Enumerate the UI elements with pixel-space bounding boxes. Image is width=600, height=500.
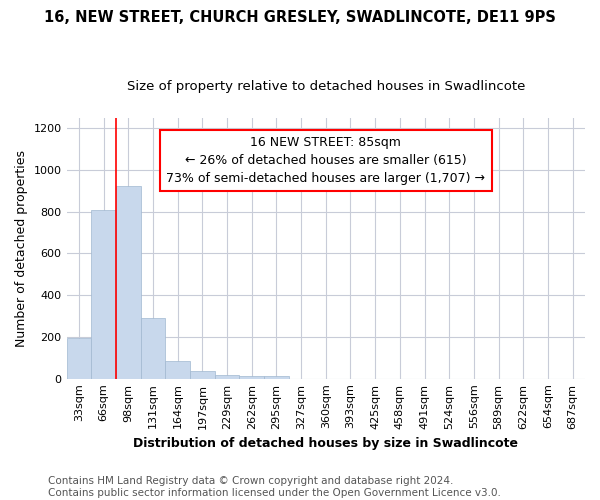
- Bar: [190, 372, 215, 378]
- Bar: [116, 186, 140, 378]
- Bar: [264, 376, 289, 378]
- Bar: [165, 361, 190, 378]
- Text: 16, NEW STREET, CHURCH GRESLEY, SWADLINCOTE, DE11 9PS: 16, NEW STREET, CHURCH GRESLEY, SWADLINC…: [44, 10, 556, 25]
- Bar: [215, 375, 239, 378]
- Bar: [67, 338, 91, 378]
- Title: Size of property relative to detached houses in Swadlincote: Size of property relative to detached ho…: [127, 80, 525, 93]
- Y-axis label: Number of detached properties: Number of detached properties: [15, 150, 28, 346]
- X-axis label: Distribution of detached houses by size in Swadlincote: Distribution of detached houses by size …: [133, 437, 518, 450]
- Text: 16 NEW STREET: 85sqm
← 26% of detached houses are smaller (615)
73% of semi-deta: 16 NEW STREET: 85sqm ← 26% of detached h…: [166, 136, 485, 185]
- Text: Contains HM Land Registry data © Crown copyright and database right 2024.
Contai: Contains HM Land Registry data © Crown c…: [48, 476, 501, 498]
- Bar: [239, 376, 264, 378]
- Bar: [140, 318, 165, 378]
- Bar: [91, 210, 116, 378]
